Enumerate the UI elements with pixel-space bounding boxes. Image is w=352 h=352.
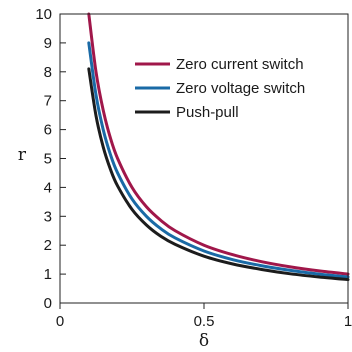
x-axis-label: δ — [199, 331, 209, 351]
y-axis: 0 1 2 3 4 5 6 7 8 9 10 — [35, 6, 66, 312]
series-line-1 — [87, 12, 350, 276]
y-tick-label: 7 — [44, 93, 52, 110]
series-line-3 — [87, 67, 350, 282]
y-tick-label: 10 — [35, 6, 52, 23]
y-tick-label: 4 — [44, 179, 52, 196]
y-tick-label: 1 — [44, 266, 52, 283]
y-tick-label: 6 — [44, 122, 52, 139]
plot-lines — [87, 12, 350, 282]
series-line-2 — [87, 41, 350, 279]
x-tick-label: 0 — [56, 313, 64, 330]
y-tick-label: 0 — [44, 295, 52, 312]
y-tick-label: 9 — [44, 35, 52, 52]
x-tick-label: 1 — [344, 313, 352, 330]
y-tick-label: 5 — [44, 151, 52, 168]
legend-label-3: Push-pull — [176, 104, 239, 121]
y-axis-label: r — [18, 145, 27, 165]
y-tick-label: 2 — [44, 237, 52, 254]
legend: Zero current switch Zero voltage switch Pu… — [135, 56, 305, 121]
y-tick-label: 8 — [44, 64, 52, 81]
x-tick-label: 0.5 — [194, 313, 215, 330]
x-axis: 0 0.5 1 — [56, 303, 352, 330]
legend-label-2: Zero voltage switch — [176, 80, 305, 97]
y-tick-label: 3 — [44, 208, 52, 225]
legend-label-1: Zero current switch — [176, 56, 304, 73]
